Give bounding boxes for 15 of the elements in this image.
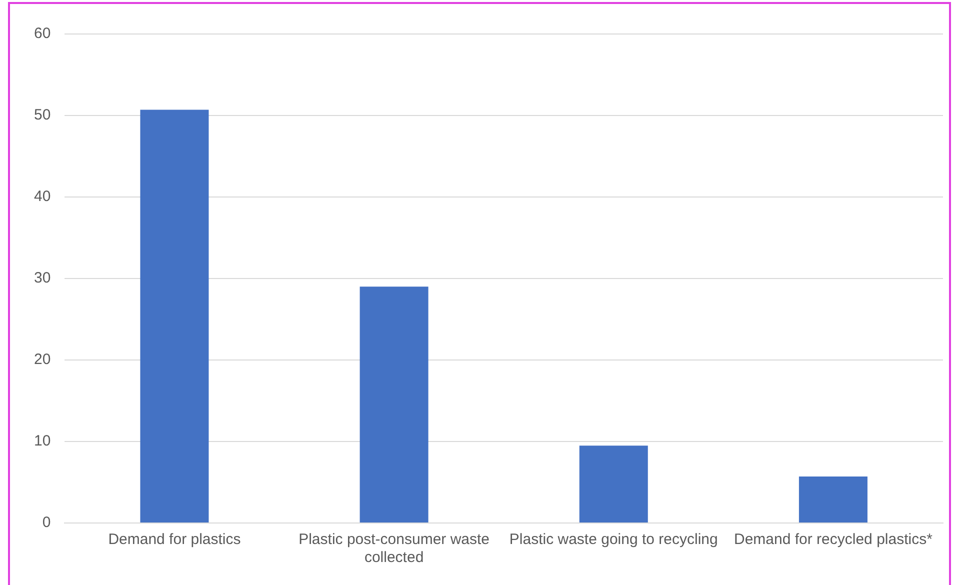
x-tick-label: Demand for plastics xyxy=(108,531,241,548)
x-tick-label: Plastic post-consumer waste collected xyxy=(298,531,490,566)
x-tick-label: Plastic waste going to recycling xyxy=(509,531,718,548)
y-tick-label: 20 xyxy=(34,351,51,368)
x-tick-label: Demand for recycled plastics* xyxy=(734,531,933,548)
y-tick-label: 10 xyxy=(34,432,51,450)
y-tick-label: 60 xyxy=(34,25,51,42)
y-tick-label: 40 xyxy=(34,188,51,206)
y-tick-label: 50 xyxy=(34,106,51,124)
bar xyxy=(579,446,648,522)
bar xyxy=(798,476,868,522)
bar xyxy=(360,286,428,522)
y-tick-label: 30 xyxy=(34,270,51,287)
y-tick-label: 0 xyxy=(42,514,51,532)
bar xyxy=(140,110,209,522)
